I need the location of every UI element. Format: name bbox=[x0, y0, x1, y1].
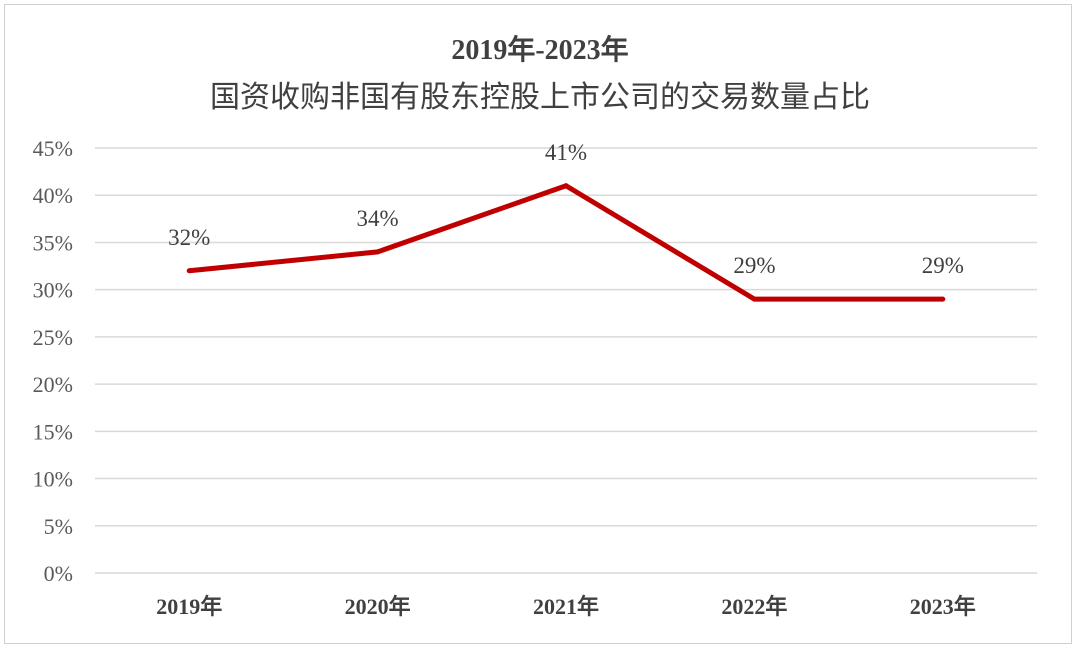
y-tick-label: 0% bbox=[44, 561, 73, 586]
x-tick-label: 2020年 bbox=[345, 594, 411, 619]
data-label: 29% bbox=[922, 253, 964, 278]
data-label: 34% bbox=[357, 206, 399, 231]
data-point bbox=[186, 268, 192, 274]
data-point bbox=[563, 183, 569, 189]
y-tick-label: 35% bbox=[33, 230, 73, 255]
y-tick-label: 10% bbox=[33, 467, 73, 492]
y-tick-label: 30% bbox=[33, 278, 73, 303]
data-point bbox=[751, 296, 757, 302]
chart-title: 2019年-2023年 bbox=[451, 35, 629, 66]
y-tick-label: 5% bbox=[44, 514, 73, 539]
data-point bbox=[940, 296, 946, 302]
y-tick-label: 45% bbox=[33, 136, 73, 161]
data-label: 29% bbox=[733, 253, 775, 278]
x-tick-label: 2023年 bbox=[910, 594, 976, 619]
x-tick-label: 2019年 bbox=[156, 594, 222, 619]
data-label: 32% bbox=[168, 225, 210, 250]
y-tick-label: 20% bbox=[33, 372, 73, 397]
data-point bbox=[375, 249, 381, 255]
y-tick-label: 15% bbox=[33, 419, 73, 444]
y-tick-label: 25% bbox=[33, 325, 73, 350]
chart-frame bbox=[4, 4, 1072, 644]
chart-subtitle: 国资收购非国有股东控股上市公司的交易数量占比 bbox=[210, 81, 870, 114]
x-tick-label: 2021年 bbox=[533, 594, 599, 619]
data-label: 41% bbox=[545, 140, 587, 165]
y-tick-label: 40% bbox=[33, 183, 73, 208]
x-tick-label: 2022年 bbox=[721, 594, 787, 619]
